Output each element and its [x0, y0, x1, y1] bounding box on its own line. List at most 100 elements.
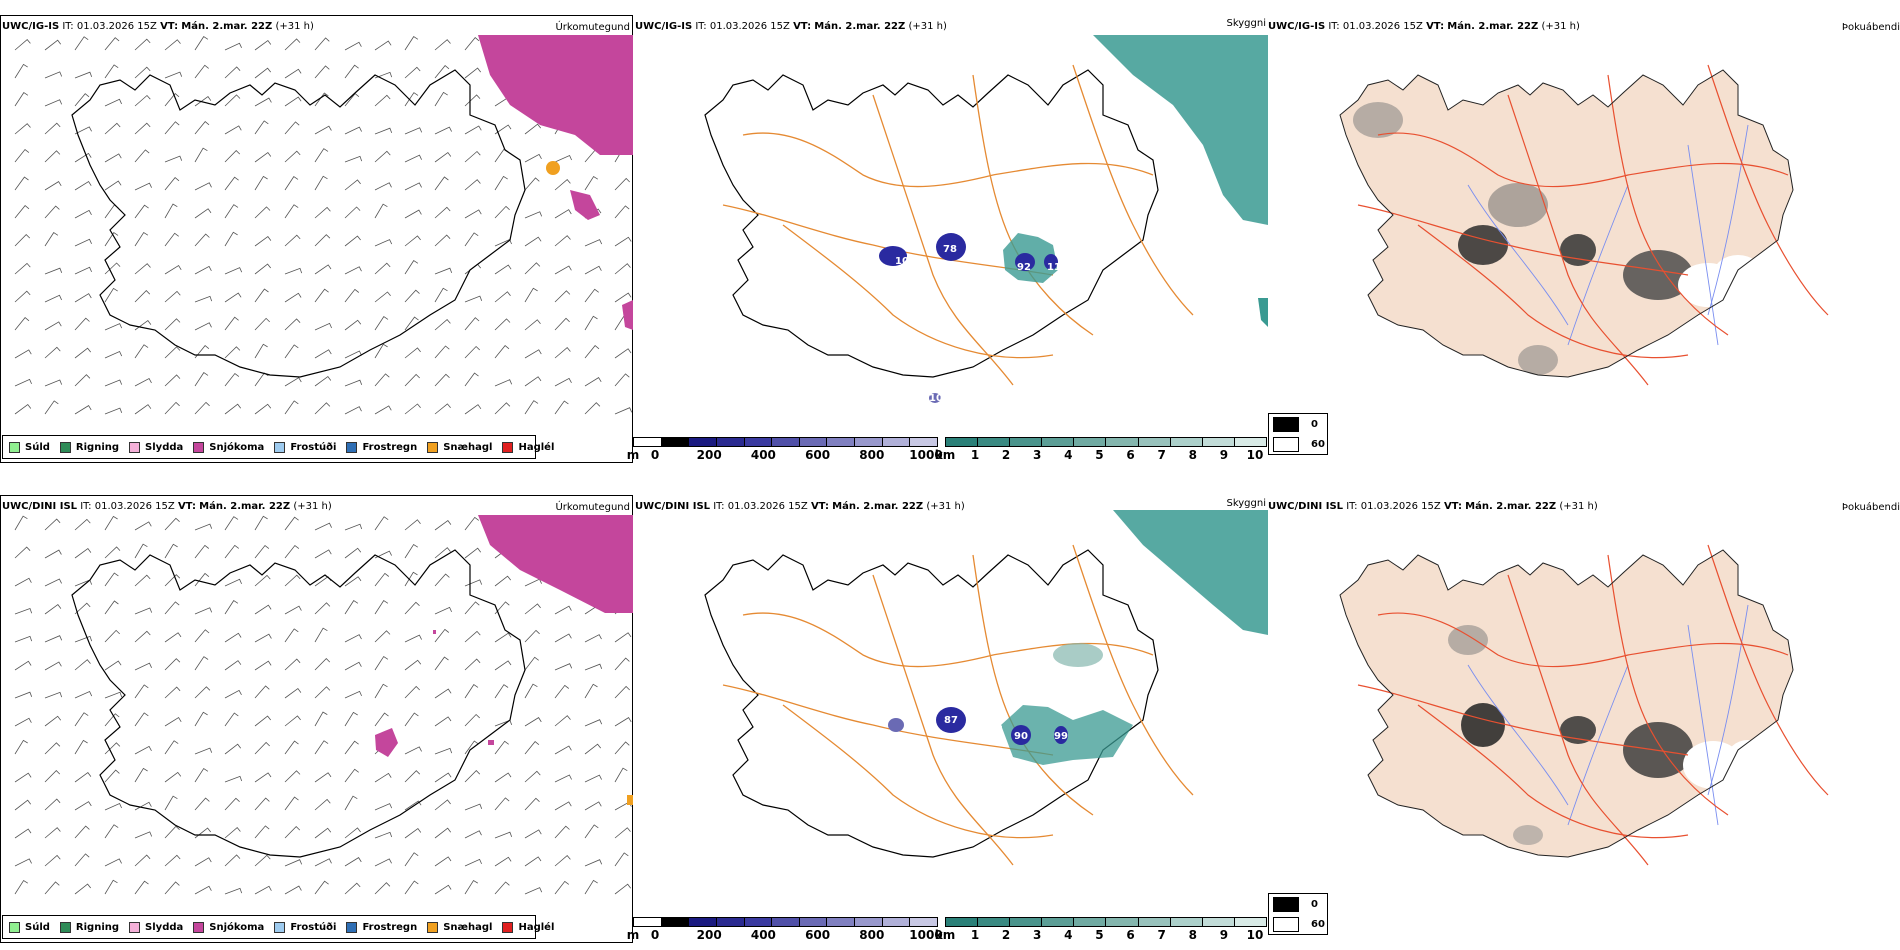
- wind-barb: [524, 770, 541, 783]
- wind-barb: [494, 318, 511, 331]
- wind-barb: [434, 151, 452, 163]
- wind-barb: [134, 377, 152, 387]
- wind-barb: [434, 39, 451, 51]
- wind-barb: [314, 740, 329, 755]
- wind-barb: [494, 881, 510, 895]
- wind-barb: [464, 295, 483, 303]
- wind-barb: [194, 607, 213, 615]
- wind-barb: [14, 635, 33, 643]
- wind-barb: [344, 576, 362, 587]
- wind-barb: [374, 405, 392, 415]
- wind-barb: [344, 319, 362, 331]
- wind-barb: [374, 630, 391, 643]
- wind-barb: [104, 546, 121, 559]
- wind-barb: [344, 523, 363, 531]
- wind-barb: [224, 204, 239, 219]
- row2-visibility-header: UWC/DINI ISL IT: 01.03.2026 15Z VT: Mán.…: [635, 501, 965, 513]
- wind-barb: [614, 177, 630, 191]
- wind-barb: [434, 856, 452, 867]
- wind-barb: [194, 295, 213, 303]
- wind-barb: [464, 317, 480, 331]
- snow-area-small: [488, 740, 494, 745]
- legend-swatch: [59, 921, 71, 933]
- hail-area-edge: [627, 795, 633, 805]
- wind-barb: [524, 287, 538, 303]
- wind-barb: [194, 857, 212, 867]
- ceiling-label: 3: [996, 724, 1003, 735]
- wind-barb: [14, 403, 32, 415]
- teal-patch: [1053, 643, 1103, 667]
- wind-barb: [104, 600, 119, 615]
- colorbar-segment: [661, 438, 690, 446]
- wind-barb: [14, 349, 32, 359]
- colorbar-unit: m: [626, 928, 640, 942]
- it-label: IT:: [80, 501, 92, 512]
- wind-barb: [404, 634, 422, 643]
- wind-barb: [434, 403, 451, 415]
- it-value: 01.03.2026 15Z: [709, 21, 790, 32]
- wind-barb: [464, 372, 479, 387]
- wind-barb: [104, 824, 119, 839]
- wind-barb: [404, 800, 422, 811]
- wind-barb: [344, 350, 362, 359]
- colorbar-segment: [1010, 438, 1043, 446]
- colorbar-segment: [799, 918, 828, 926]
- wind-barb: [284, 96, 302, 107]
- wind-barb: [464, 830, 482, 839]
- wind-barb: [464, 601, 480, 615]
- wind-barb: [164, 203, 178, 219]
- wind-barb: [14, 317, 30, 331]
- wind-barb: [374, 655, 389, 671]
- wind-barb: [104, 769, 120, 783]
- wind-barb: [254, 515, 268, 531]
- wind-barb: [194, 208, 212, 219]
- wind-barb: [374, 858, 392, 867]
- wind-barb: [494, 205, 510, 219]
- wind-barb: [374, 600, 389, 615]
- wind-barb: [464, 713, 480, 727]
- wind-barb: [254, 120, 269, 135]
- row2-visibility-panel: 87 90 99 3 2 UWC/DINI ISL IT: 01.03.2026…: [627, 495, 1268, 943]
- legend-label: Súld: [25, 921, 50, 933]
- wind-barb: [284, 150, 301, 163]
- wind-barb: [614, 852, 629, 867]
- wind-barb: [464, 179, 481, 191]
- row1-precip-map: [0, 15, 633, 463]
- wind-barb: [14, 772, 32, 783]
- wind-barb: [344, 661, 362, 671]
- wind-barb: [104, 629, 120, 643]
- wind-barb: [44, 267, 63, 275]
- wind-barb: [224, 660, 242, 671]
- wind-barb: [164, 374, 181, 387]
- wind-barb: [374, 262, 391, 275]
- wind-barb: [74, 93, 90, 107]
- wind-barb: [164, 71, 183, 79]
- wind-barb: [524, 856, 542, 867]
- wind-barb: [404, 880, 419, 895]
- wind-barb: [254, 885, 272, 895]
- wind-barb: [314, 827, 332, 839]
- legend-label: Rigning: [75, 441, 120, 453]
- legend-swatch: [502, 921, 514, 933]
- wind-barb: [224, 316, 239, 331]
- colorbar-tick: 1: [970, 928, 980, 942]
- wind-barb: [254, 206, 271, 219]
- wind-barb: [254, 317, 270, 331]
- wind-barb: [44, 715, 62, 727]
- wind-barb: [524, 829, 542, 839]
- wind-barb: [614, 717, 632, 727]
- wind-barb: [44, 578, 62, 587]
- colorbar-segment: [1170, 438, 1203, 446]
- wind-barb: [14, 262, 31, 275]
- precip-legend-item: Slydda: [129, 441, 183, 453]
- fog-legend-item: 60: [1269, 434, 1327, 454]
- wind-barb: [494, 124, 512, 135]
- visibility-colorbar: km 1 2 3 4 5 6 7 8 9 10: [935, 437, 1267, 462]
- wind-barb: [404, 36, 419, 51]
- wind-barb: [554, 774, 572, 783]
- teal-offshore: [1113, 510, 1268, 635]
- wind-barb: [194, 64, 209, 79]
- wind-barb: [104, 713, 120, 727]
- row2-fog-panel: UWC/DINI ISL IT: 01.03.2026 15Z VT: Mán.…: [1268, 495, 1900, 943]
- wind-barb: [554, 179, 571, 191]
